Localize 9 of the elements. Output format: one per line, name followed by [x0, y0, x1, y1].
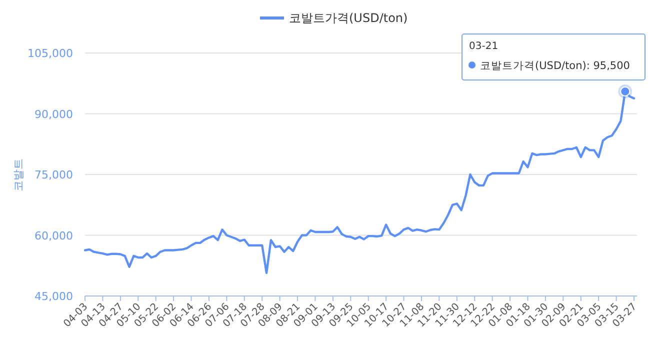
y-tick-label: 90,000	[34, 108, 73, 121]
y-tick-label: 45,000	[34, 290, 73, 303]
y-tick-label: 75,000	[34, 168, 73, 182]
y-tick-label: 105,000	[28, 47, 73, 60]
y-axis-title: 코발트	[12, 158, 25, 192]
legend-label: 코발트가격(USD/ton)	[289, 11, 408, 25]
y-tick-label: 60,000	[34, 229, 73, 242]
text: 03-21	[469, 41, 498, 52]
annotation: 코발트가격(USD/ton): 95,500	[480, 60, 630, 72]
